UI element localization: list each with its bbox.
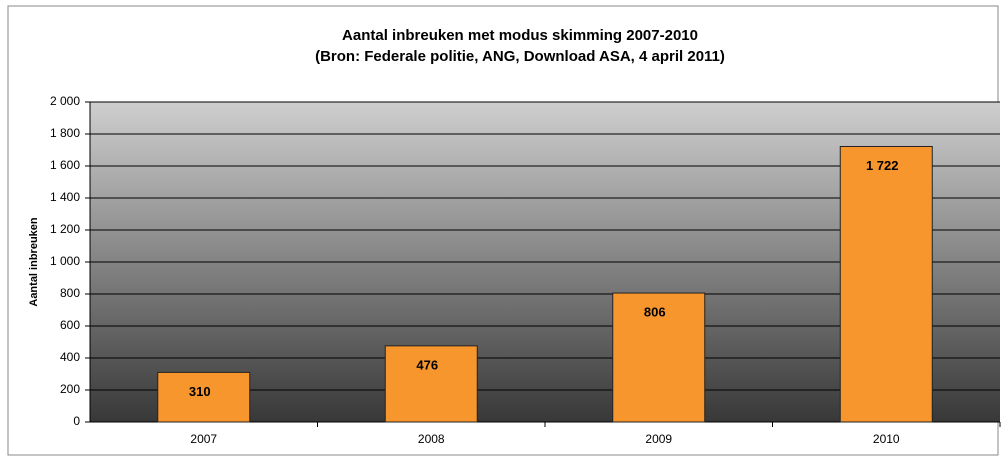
y-tick-label: 1 200: [50, 222, 80, 236]
value-label: 476: [416, 357, 438, 372]
value-label: 1 722: [866, 158, 899, 173]
bar: [839, 145, 933, 423]
y-tick-label: 0: [73, 414, 80, 428]
bar: [612, 292, 706, 423]
chart-title: Aantal inbreuken met modus skimming 2007…: [342, 27, 698, 44]
y-tick-label: 1 000: [50, 254, 80, 268]
bar: [157, 371, 251, 423]
value-label: 310: [189, 384, 211, 399]
y-tick-label: 200: [60, 382, 80, 396]
x-tick-label: 2010: [873, 432, 900, 446]
x-tick-label: 2007: [190, 432, 217, 446]
y-tick-label: 400: [60, 350, 80, 364]
y-tick-label: 800: [60, 286, 80, 300]
chart-subtitle: (Bron: Federale politie, ANG, Download A…: [315, 48, 725, 65]
y-tick-label: 1 400: [50, 190, 80, 204]
y-tick-label: 1 800: [50, 126, 80, 140]
x-tick-label: 2009: [645, 432, 672, 446]
y-tick-label: 2 000: [50, 94, 80, 108]
y-axis-label: Aantal inbreuken: [28, 217, 40, 307]
bar: [384, 345, 478, 423]
y-tick-label: 1 600: [50, 158, 80, 172]
x-tick-label: 2008: [418, 432, 445, 446]
y-tick-label: 600: [60, 318, 80, 332]
value-label: 806: [644, 304, 666, 319]
